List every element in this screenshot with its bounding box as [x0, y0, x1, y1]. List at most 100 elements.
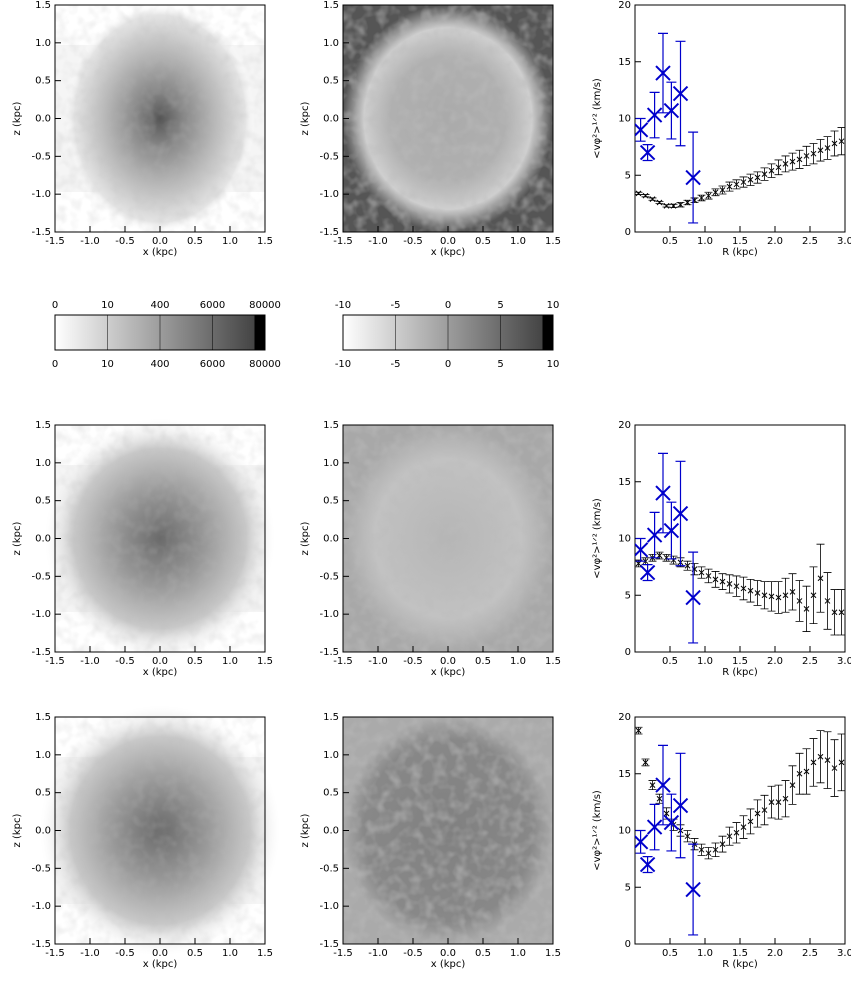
data-point [761, 171, 768, 177]
x-tick-label: 1.5 [545, 948, 561, 959]
y-tick-label: -1.0 [31, 901, 51, 912]
x-tick-label: 3.0 [837, 236, 851, 247]
colorbar-tick-label: 0 [445, 359, 451, 370]
x-tick-label: -1.0 [80, 948, 100, 959]
data-point [838, 609, 845, 616]
data-point [655, 485, 671, 501]
x-tick-label: 1.0 [222, 656, 238, 667]
data-point [733, 181, 740, 188]
data-point [796, 770, 803, 777]
x-axis-label: x (kpc) [143, 959, 178, 970]
y-tick-label: 0.0 [35, 534, 51, 545]
data-point [782, 161, 789, 167]
y-tick-label: 0.0 [323, 534, 339, 545]
y-tick-label: -1.0 [319, 901, 339, 912]
y-tick-label: -0.5 [319, 151, 339, 162]
y-tick-label: 1.5 [35, 0, 51, 11]
y-tick-label: -0.5 [319, 571, 339, 582]
x-tick-label: 1.0 [697, 656, 713, 667]
data-point [698, 846, 705, 853]
x-tick-label: 1.0 [697, 948, 713, 959]
data-point [635, 122, 649, 138]
y-axis-label: z (kpc) [300, 813, 311, 847]
data-point [685, 169, 701, 186]
y-axis-label: z (kpc) [12, 813, 23, 847]
data-point [656, 795, 663, 802]
x-tick-label: 0.5 [662, 948, 678, 959]
x-axis-label: x (kpc) [143, 667, 178, 678]
data-point [733, 583, 740, 590]
x-tick-label: 0.0 [440, 656, 456, 667]
y-tick-label: 1.0 [35, 458, 51, 469]
data-point [663, 203, 670, 209]
y-tick-label: -1.5 [31, 939, 51, 950]
data-point [733, 829, 740, 836]
x-axis-label: x (kpc) [143, 247, 178, 258]
x-tick-label: 1.0 [510, 948, 526, 959]
x-tick-label: 1.5 [732, 948, 748, 959]
x-tick-label: 0.5 [475, 948, 491, 959]
frame [342, 4, 554, 233]
colorbar-tick-label: 10 [101, 300, 114, 311]
colorbar-tick-label: -5 [391, 359, 401, 370]
data-point [656, 199, 663, 206]
x-tick-label: 0.5 [187, 948, 203, 959]
data-point [817, 147, 824, 154]
y-tick-label: 1.0 [323, 38, 339, 49]
x-axis-label: R (kpc) [722, 247, 758, 258]
y-tick-label: 1.5 [323, 712, 339, 723]
y-tick-label: -0.5 [31, 571, 51, 582]
data-point [698, 195, 705, 201]
y-tick-label: -1.5 [319, 647, 339, 658]
data-point [635, 560, 642, 567]
data-point [663, 814, 680, 831]
data-point [796, 598, 803, 604]
data-point [838, 138, 845, 145]
data-point [768, 799, 775, 805]
data-point [754, 590, 761, 596]
colorbar-tick-label: 5 [497, 359, 503, 370]
y-tick-label: 20 [618, 0, 631, 11]
map-texture [55, 425, 265, 652]
data-point [768, 593, 775, 600]
data-point [635, 834, 649, 850]
colorbar-tick-label: -5 [391, 300, 401, 311]
x-tick-label: 2.0 [767, 236, 783, 247]
data-point [803, 153, 810, 159]
data-point [726, 183, 733, 190]
x-tick-label: -0.5 [403, 948, 423, 959]
data-point [810, 759, 817, 766]
x-tick-label: 2.0 [767, 948, 783, 959]
x-tick-label: 1.5 [257, 656, 273, 667]
y-tick-label: 0.5 [323, 788, 339, 799]
y-tick-label: 20 [618, 712, 631, 723]
data-point [719, 578, 726, 585]
data-point [719, 187, 726, 193]
colorbar-tick-label: 10 [547, 300, 560, 311]
frame [54, 4, 266, 233]
x-tick-label: 0.5 [662, 656, 678, 667]
y-tick-label: 15 [618, 477, 631, 488]
y-tick-label: 5 [625, 882, 631, 893]
data-point [685, 589, 701, 606]
y-tick-label: 1.5 [35, 420, 51, 431]
data-point [740, 824, 747, 830]
colorbar-tick-label: 80000 [249, 300, 281, 311]
x-tick-label: 1.5 [545, 236, 561, 247]
x-tick-label: 0.0 [440, 948, 456, 959]
y-tick-label: 0.0 [35, 826, 51, 837]
data-point [782, 795, 789, 802]
x-tick-label: -0.5 [403, 656, 423, 667]
y-axis-label: <vφ²>¹ᐟ² (km/s) [592, 498, 603, 579]
data-point [747, 818, 754, 825]
data-point [635, 727, 642, 734]
data-point [782, 592, 789, 599]
data-point [712, 846, 719, 853]
data-point [747, 587, 754, 594]
y-tick-label: -1.0 [319, 189, 339, 200]
data-point [684, 562, 691, 569]
x-tick-label: -1.5 [45, 948, 65, 959]
data-point [646, 527, 663, 543]
x-tick-label: 0.5 [475, 656, 491, 667]
y-tick-label: 0.5 [323, 496, 339, 507]
